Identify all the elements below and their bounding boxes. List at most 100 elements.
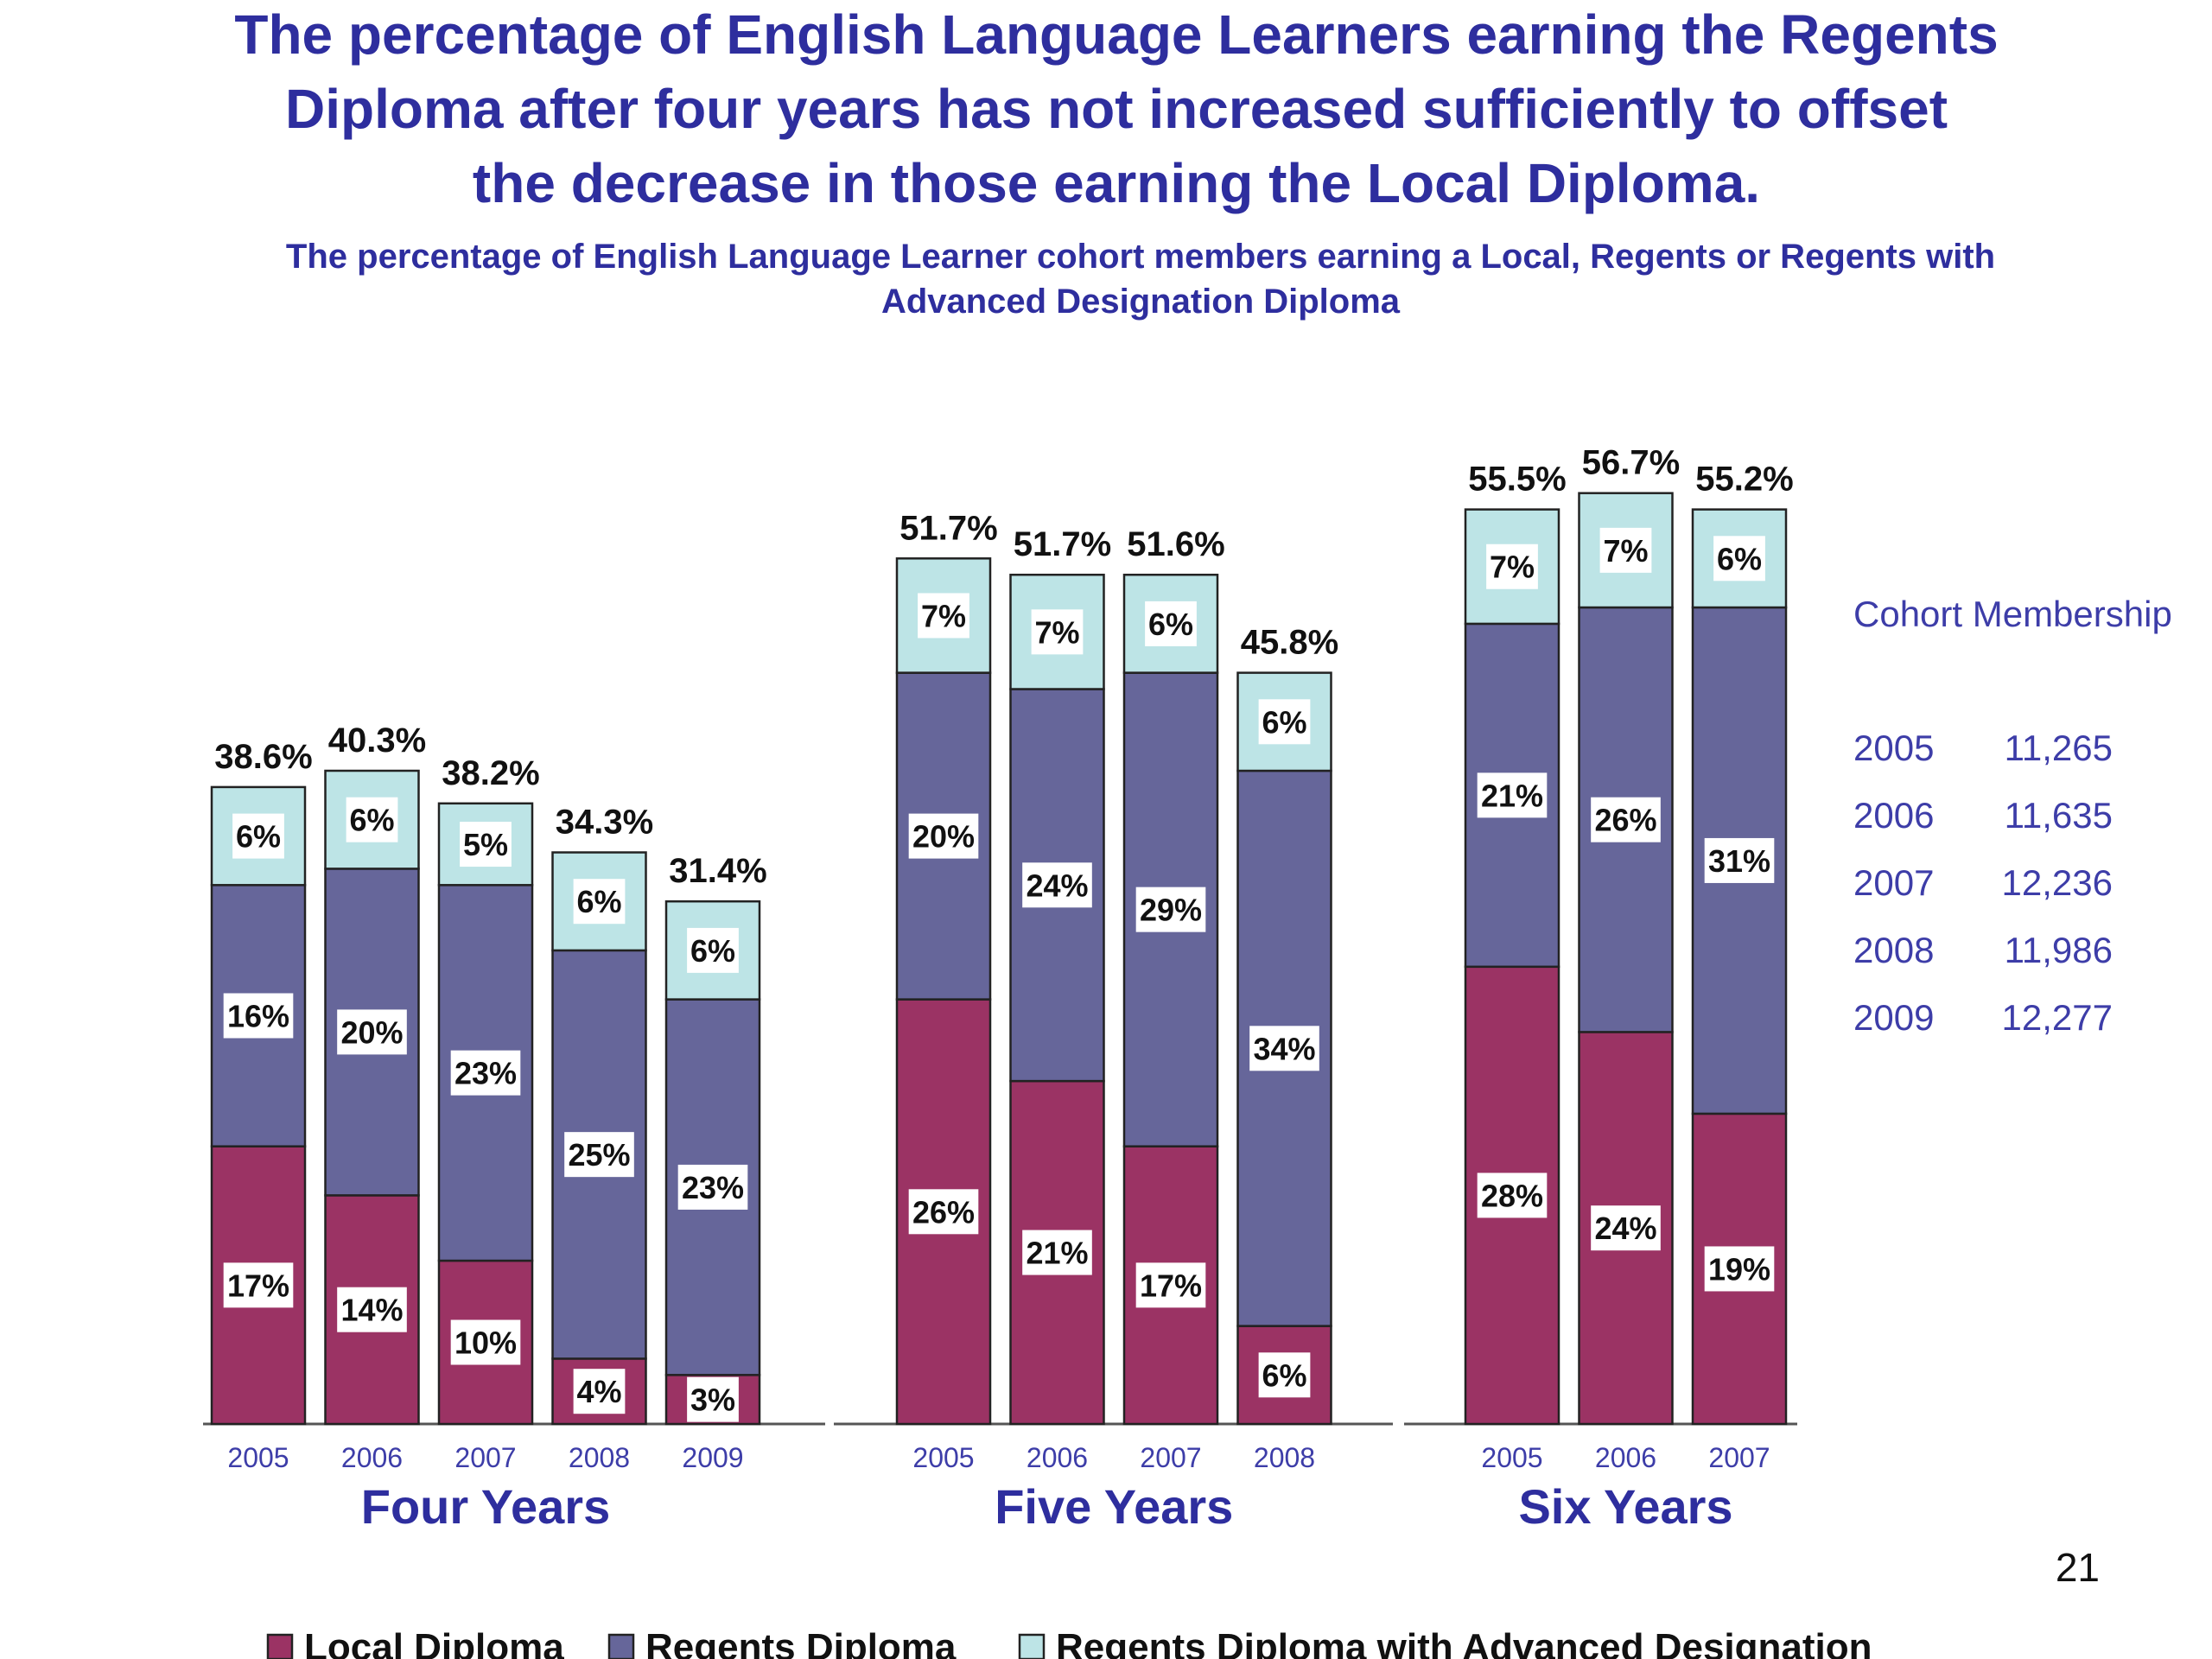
bar-stack: 6% 34% 6% — [1236, 671, 1332, 1426]
data-label-regents: 29% — [1140, 893, 1202, 928]
chart-title-line: The percentage of English Language Learn… — [234, 3, 1998, 66]
data-label-advanced: 6% — [1262, 704, 1306, 740]
data-label-regents-bg — [1022, 862, 1092, 908]
data-label-advanced: 7% — [1490, 550, 1535, 585]
data-label-local: 17% — [227, 1268, 289, 1303]
data-label-local-bg — [1135, 1262, 1206, 1308]
data-label-advanced: 7% — [1034, 614, 1079, 650]
x-tick-label: 2008 — [569, 1442, 630, 1473]
cohort-membership: Cohort Membership 2005 11,265 2006 11,635 200… — [1853, 594, 2172, 1038]
chart-subtitle: The percentage of English Language Learn… — [286, 238, 1995, 321]
bar-group-five-years: 26% 20% 7% 51.7% 2005 21% 24% 7% 51.7% 2006 17% 29%… — [834, 509, 1393, 1534]
data-label-advanced-bg — [573, 879, 626, 925]
data-label-regents: 25% — [568, 1137, 630, 1173]
cohort-count: 12,236 — [2002, 862, 2113, 903]
bar-total-label: 34.3% — [556, 804, 653, 842]
bar-total-label: 45.8% — [1241, 624, 1338, 662]
data-label-local-bg — [1477, 1173, 1548, 1218]
data-label-advanced-bg — [1145, 601, 1197, 646]
data-label-local: 4% — [576, 1374, 621, 1409]
data-label-advanced-bg — [1599, 527, 1652, 573]
bar-stack: 17% 16% 6% — [210, 785, 307, 1426]
bar-stack: 4% 25% 6% — [551, 851, 647, 1426]
data-label-regents: 23% — [454, 1056, 517, 1091]
bar-stack: 24% 26% 7% — [1578, 492, 1674, 1426]
bar-total-label: 51.7% — [899, 509, 997, 547]
legend-label: Regents Diploma — [645, 1626, 957, 1659]
bar-stack: 3% 23% 6% — [664, 899, 761, 1426]
data-label-advanced-bg — [687, 927, 739, 973]
data-label-advanced-bg — [1486, 543, 1538, 589]
bar-total-label: 51.7% — [1014, 525, 1111, 563]
bar-advanced — [1009, 573, 1105, 690]
data-label-local: 6% — [1262, 1357, 1306, 1393]
data-label-advanced: 6% — [576, 884, 621, 919]
data-label-local: 10% — [454, 1325, 517, 1360]
data-label-regents-bg — [450, 1050, 521, 1096]
data-label-local: 19% — [1708, 1251, 1770, 1287]
legend-swatch — [266, 1633, 294, 1659]
data-label-regents-bg — [223, 993, 294, 1039]
cohort-year: 2006 — [1853, 795, 1934, 836]
group-label: Five Years — [995, 1479, 1233, 1534]
data-label-regents: 24% — [1026, 868, 1088, 903]
data-label-local-bg — [1704, 1246, 1775, 1292]
data-label-regents: 34% — [1253, 1031, 1315, 1066]
data-label-local-bg — [337, 1287, 407, 1332]
data-label-advanced: 6% — [1148, 607, 1193, 642]
legend-item: Local Diploma — [266, 1626, 564, 1659]
cohort-year: 2007 — [1853, 862, 1934, 903]
x-tick-label: 2008 — [1254, 1442, 1315, 1473]
data-label-regents: 21% — [1481, 778, 1543, 813]
data-label-regents: 23% — [682, 1170, 744, 1205]
legend-swatch — [607, 1633, 635, 1659]
cohort-count: 11,635 — [2005, 795, 2113, 836]
data-label-regents-bg — [908, 813, 979, 859]
data-label-regents: 26% — [1594, 803, 1656, 838]
cohort-count: 11,265 — [2005, 728, 2113, 768]
bar-stack: 19% 31% 6% — [1691, 508, 1788, 1426]
bar-group-four-years: 17% 16% 6% 38.6% 2005 14% 20% 6% 40.3% 2006 10% 23%… — [203, 721, 825, 1534]
data-label-regents-bg — [1591, 797, 1661, 842]
data-label-regents-bg — [337, 1009, 407, 1055]
x-tick-label: 2007 — [1140, 1442, 1201, 1473]
cohort-year: 2008 — [1853, 930, 1934, 970]
data-label-regents: 20% — [340, 1014, 403, 1050]
data-label-advanced-bg — [346, 797, 398, 842]
bar-total-label: 55.2% — [1695, 461, 1793, 499]
data-label-regents-bg — [1704, 837, 1775, 883]
bar-total-label: 51.6% — [1127, 525, 1224, 563]
data-label-advanced-bg — [1258, 699, 1311, 745]
bar-stack: 28% 21% 7% — [1464, 508, 1560, 1426]
bar-total-label: 31.4% — [669, 852, 766, 890]
data-label-local-bg — [1022, 1230, 1092, 1275]
data-label-advanced-bg — [1031, 609, 1084, 655]
data-label-local-bg — [573, 1369, 626, 1414]
data-label-local: 21% — [1026, 1236, 1088, 1271]
data-label-advanced: 6% — [1717, 541, 1762, 576]
data-label-local: 28% — [1481, 1178, 1543, 1213]
x-tick-label: 2007 — [1708, 1442, 1770, 1473]
bar-stack: 17% 29% 6% — [1122, 573, 1219, 1426]
bar-stack: 26% 20% 7% — [895, 557, 992, 1426]
legend: Local Diploma Regents Diploma Regents Dipl… — [266, 1626, 1872, 1659]
data-label-advanced: 7% — [1603, 533, 1648, 569]
page-number: 21 — [2056, 1545, 2100, 1590]
cohort-year: 2005 — [1853, 728, 1934, 768]
data-label-regents-bg — [1477, 772, 1548, 818]
data-label-local-bg — [908, 1189, 979, 1235]
data-label-advanced-bg — [232, 813, 284, 859]
data-label-local-bg — [1591, 1205, 1661, 1251]
x-tick-label: 2007 — [454, 1442, 516, 1473]
bar-total-label: 38.6% — [214, 738, 312, 776]
data-label-regents: 16% — [227, 998, 289, 1033]
legend-label: Regents Diploma with Advanced Designatio… — [1056, 1626, 1872, 1659]
data-label-local-bg — [1258, 1352, 1311, 1398]
cohort-count: 11,986 — [2005, 930, 2113, 970]
bar-total-label: 40.3% — [328, 721, 426, 760]
data-label-local: 24% — [1594, 1211, 1656, 1246]
group-label: Four Years — [361, 1479, 610, 1534]
bar-total-label: 56.7% — [1582, 444, 1680, 482]
data-label-regents-bg — [564, 1132, 634, 1178]
